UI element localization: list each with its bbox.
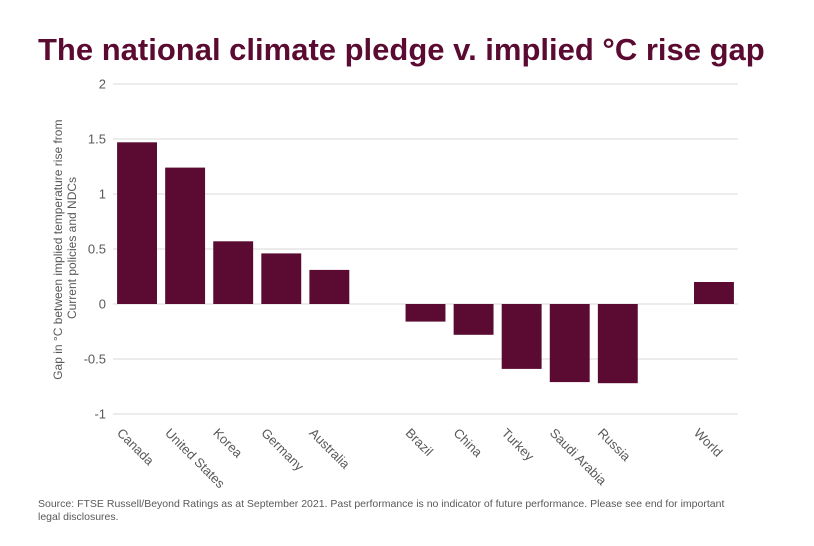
y-axis-label-line-1: Gap in °C between implied temperature ri… — [51, 120, 65, 380]
bar-world — [694, 282, 734, 304]
x-tick-label: China — [451, 425, 486, 460]
y-axis-label: Gap in °C between implied temperature ri… — [51, 116, 79, 380]
bar-chart: -1-0.500.511.52 Canada United StatesKorea… — [51, 77, 738, 490]
y-axis-ticks: -1 -0.5 0 0.5 1 1.5 2 — [84, 77, 106, 422]
bar-brazil — [405, 304, 446, 322]
x-tick-label: World — [691, 425, 725, 459]
y-tick-label: -1 — [94, 407, 106, 422]
bar-russia — [597, 304, 638, 384]
x-tick-label: Germany — [258, 425, 307, 474]
y-tick-label: -0.5 — [84, 352, 106, 367]
gridlines — [113, 83, 738, 415]
bar-australia — [309, 269, 350, 304]
x-tick-label: Turkey — [499, 425, 538, 464]
x-tick-label: Canada — [114, 425, 157, 468]
bar-turkey — [501, 304, 542, 369]
y-tick-label: 1 — [99, 187, 106, 202]
x-tick-label: Australia — [306, 425, 353, 472]
x-tick-label: Russia — [595, 425, 634, 464]
x-tick-label: Korea — [210, 425, 246, 461]
bars — [117, 142, 734, 384]
bar-united-states — [165, 167, 206, 304]
bar-canada — [117, 142, 157, 304]
y-tick-label: 1.5 — [88, 132, 106, 147]
bar-korea — [213, 241, 254, 304]
y-tick-label: 0.5 — [88, 242, 106, 257]
y-axis-label-line-2: Current policies and NDCs — [65, 177, 79, 319]
bar-saudi-arabia — [549, 304, 590, 383]
y-tick-label: 2 — [99, 77, 106, 92]
bar-germany — [261, 253, 302, 304]
y-tick-label: 0 — [99, 297, 106, 312]
bar-china — [453, 304, 494, 335]
x-tick-label: Brazil — [403, 425, 437, 459]
chart-title: The national climate pledge v. implied °… — [38, 32, 765, 67]
source-note: Source: FTSE Russell/Beyond Ratings as a… — [38, 498, 725, 523]
